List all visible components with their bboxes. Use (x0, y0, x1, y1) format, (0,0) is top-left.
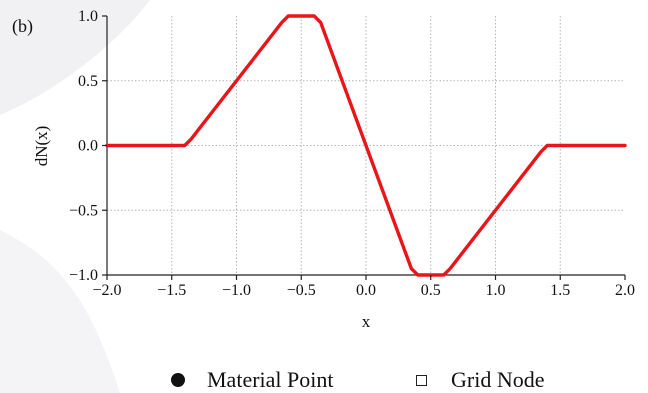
x-tick-label: 1.0 (486, 282, 506, 299)
series-layer (105, 14, 627, 277)
series-line (105, 14, 627, 277)
panel-label: (b) (12, 16, 33, 37)
chart: −2.0 −1.5 −1.0 −0.5 0.0 0.5 1.0 1.5 2.0 −1.0 −0.5 0… (12, 8, 635, 331)
background-swoosh (0, 0, 150, 115)
y-tick-label: −0.5 (69, 202, 98, 219)
ticks: −2.0 −1.5 −1.0 −0.5 0.0 0.5 1.0 1.5 2.0 −1.0 −0.5 0… (69, 8, 635, 299)
legend-label: Grid Node (451, 367, 545, 392)
y-tick-label: −1.0 (69, 267, 98, 284)
x-axis-label: x (362, 312, 371, 331)
x-tick-label: 0.0 (356, 282, 376, 299)
x-tick-label: −0.5 (287, 282, 316, 299)
background-swoosh-lower (0, 230, 120, 393)
legend-label: Material Point (207, 367, 334, 392)
y-tick-label: 0.0 (78, 138, 98, 155)
x-tick-label: 0.5 (421, 282, 441, 299)
x-tick-label: −2.0 (92, 282, 121, 299)
filled-circle-icon (171, 373, 185, 387)
y-tick-label: 0.5 (78, 73, 98, 90)
x-tick-label: 1.5 (550, 282, 570, 299)
legend-item-material-point: Material Point (171, 367, 333, 393)
legend-item-grid-node: Grid Node (416, 367, 544, 393)
legend: Material Point Grid Node (0, 367, 648, 393)
y-tick-label: 1.0 (78, 8, 98, 25)
y-axis-label: dN(x) (32, 126, 51, 167)
hollow-square-icon (416, 374, 427, 386)
x-tick-label: −1.0 (222, 282, 251, 299)
x-tick-label: −1.5 (157, 282, 186, 299)
x-tick-label: 2.0 (615, 282, 635, 299)
